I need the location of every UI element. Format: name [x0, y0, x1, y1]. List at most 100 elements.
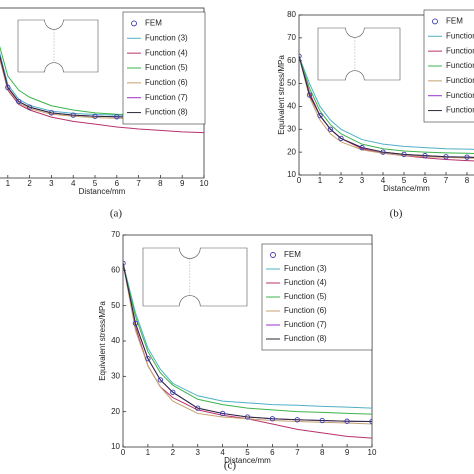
- y-axis-label: Equivalent stress/MPa: [98, 301, 107, 381]
- y-tick-label: 30: [111, 371, 120, 380]
- fem-marker: [306, 92, 313, 98]
- legend-label: Function (5): [145, 63, 188, 72]
- legend-label: FEM: [284, 250, 301, 259]
- caption: (a): [110, 208, 123, 220]
- fem-marker: [294, 417, 300, 423]
- x-tick-label: 0: [121, 448, 126, 457]
- series-line: [123, 263, 372, 409]
- x-tick-label: 8: [465, 176, 470, 185]
- y-tick-label: 40: [111, 336, 120, 345]
- x-tick-label: 1: [318, 176, 323, 185]
- x-tick-label: 4: [71, 179, 76, 188]
- x-tick-label: 5: [245, 448, 250, 457]
- legend-box: [261, 243, 373, 351]
- y-tick-label: 50: [287, 79, 296, 88]
- legend-label: Function (6): [145, 78, 188, 87]
- legend-label: Function (5): [446, 61, 474, 70]
- legend-marker: [270, 252, 276, 258]
- legend-label: FEM: [446, 17, 463, 26]
- x-tick-label: 4: [220, 448, 225, 457]
- x-tick-label: 5: [93, 179, 98, 188]
- fem-marker: [327, 126, 334, 132]
- fem-marker: [344, 418, 350, 424]
- panel: 1 2 3 4 5 6 7 8 9 10 Distance/mm (a) FEM Function (3)…: [0, 7, 209, 220]
- x-axis-label: Distance/mm: [79, 187, 126, 196]
- x-axis-label: Distance/mm: [383, 184, 430, 193]
- fem-marker: [317, 112, 323, 119]
- fem-marker: [299, 53, 302, 59]
- series-line: [299, 56, 474, 158]
- fem-marker: [443, 154, 449, 160]
- fem-marker: [195, 405, 201, 411]
- x-tick-label: 8: [320, 448, 325, 457]
- x-tick-label: 2: [171, 448, 176, 457]
- y-axis-label: Equivalent stress/MPa: [277, 55, 286, 135]
- legend-marker: [432, 18, 438, 25]
- caption: (c): [224, 460, 237, 472]
- x-tick-label: 10: [200, 179, 209, 188]
- fem-marker: [70, 112, 76, 118]
- x-tick-label: 9: [180, 179, 185, 188]
- fem-marker: [123, 260, 126, 266]
- series-line: [299, 55, 474, 154]
- x-tick-label: 8: [158, 179, 163, 188]
- fem-marker: [244, 414, 251, 420]
- fem-marker: [422, 152, 428, 159]
- x-tick-label: 5: [402, 176, 407, 185]
- y-tick-label: 20: [111, 407, 120, 416]
- legend-label: Function (8): [284, 334, 327, 343]
- x-tick-label: 0: [297, 176, 302, 185]
- x-tick-label: 4: [381, 176, 386, 185]
- legend-marker: [131, 20, 137, 27]
- specimen-sketch: [317, 27, 401, 81]
- series-line: [123, 263, 372, 423]
- x-tick-label: 9: [345, 448, 350, 457]
- x-tick-label: 2: [27, 179, 32, 188]
- legend-label: Function (4): [446, 46, 474, 55]
- fem-marker: [401, 151, 407, 158]
- x-axis-label: Distance/mm: [224, 456, 271, 465]
- series-line: [299, 56, 474, 159]
- x-tick-label: 6: [270, 448, 275, 457]
- fem-marker: [464, 154, 470, 160]
- legend-label: Function (5): [284, 292, 327, 301]
- fem-marker: [16, 98, 22, 105]
- fem-marker: [219, 410, 226, 417]
- legend-label: Function (6): [284, 306, 327, 315]
- legend-label: Function (7): [145, 93, 188, 102]
- plot-area: [299, 53, 474, 162]
- fem-marker: [5, 84, 11, 90]
- y-tick-label: 50: [111, 301, 120, 310]
- caption: (b): [390, 208, 403, 220]
- series-line: [123, 263, 372, 415]
- y-tick-label: 80: [287, 10, 296, 19]
- legend-label: Function (3): [446, 31, 474, 40]
- x-tick-label: 7: [295, 448, 300, 457]
- fem-marker: [338, 135, 344, 142]
- fem-marker: [48, 110, 55, 116]
- y-tick-label: 60: [111, 265, 120, 274]
- fem-marker: [132, 320, 139, 326]
- specimen-sketch: [142, 247, 248, 307]
- fem-marker: [26, 104, 33, 110]
- x-tick-label: 1: [146, 448, 151, 457]
- legend-label: Function (3): [145, 33, 188, 42]
- fem-marker: [380, 149, 386, 155]
- legend-label: Function (4): [284, 278, 327, 287]
- legend-label: Function (3): [284, 264, 327, 273]
- x-tick-label: 1: [6, 179, 11, 188]
- fem-marker: [369, 418, 372, 425]
- x-tick-label: 2: [339, 176, 344, 185]
- fem-marker: [269, 416, 276, 422]
- x-tick-label: 10: [368, 448, 377, 457]
- panel: 0 1 2 3 4 5 6 7 8 10 20 30 40 50 60 70 80 Distance/mm Equi…: [277, 9, 474, 220]
- legend-label: Function (8): [145, 108, 188, 117]
- fem-marker: [359, 144, 365, 151]
- y-tick-label: 10: [287, 170, 296, 179]
- specimen-sketch: [17, 19, 99, 73]
- series-line: [0, 57, 204, 134]
- y-tick-label: 70: [111, 230, 120, 239]
- fem-marker: [319, 417, 325, 424]
- x-tick-label: 7: [444, 176, 449, 185]
